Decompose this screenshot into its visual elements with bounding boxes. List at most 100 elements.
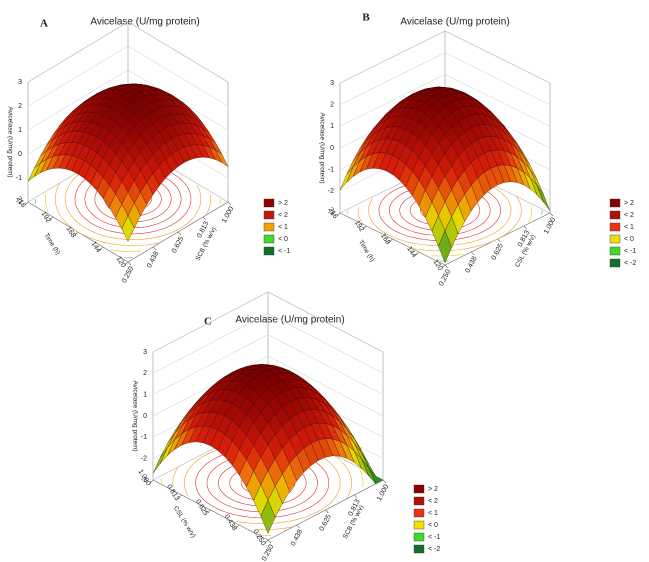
y-tick: [149, 479, 154, 484]
z-tick-label: 2: [143, 370, 147, 377]
x-tick-label: 1.000: [543, 216, 557, 235]
y-axis-title: Time (h): [42, 232, 61, 256]
y-tick-label: 168: [65, 225, 77, 239]
contour: [254, 526, 293, 531]
z-tick-label: -1: [328, 167, 334, 174]
x-tick-label: 0.438: [290, 528, 304, 547]
grid-line: [339, 52, 551, 105]
contour: [528, 206, 533, 223]
y-tick-label: 1.000: [136, 468, 151, 487]
y-axis-title: CSL (% w/v): [172, 505, 197, 539]
surface-patch: [536, 185, 551, 211]
x-tick: [202, 216, 207, 221]
z-tick-label: 3: [18, 79, 22, 86]
legend-label: < 0: [624, 236, 634, 243]
x-tick: [296, 524, 301, 529]
y-tick: [178, 494, 182, 499]
y-tick: [124, 261, 129, 266]
z-tick-label: 0: [18, 151, 22, 158]
surface-panel: B Avicelase (U/mg protein) -3 -2 -1 0 1 2 3 Avice…: [318, 12, 636, 288]
x-tick: [325, 509, 329, 514]
surface-panel: C Avicelase (U/mg protein) -3 -2 -1 0 1 2 3 Avice…: [131, 291, 440, 562]
z-tick-label: -3: [328, 210, 334, 217]
z-tick-label: -2: [141, 456, 147, 463]
grid-line: [339, 74, 551, 127]
y-tick: [363, 225, 367, 230]
y-tick-label: 144: [405, 245, 417, 259]
x-tick: [177, 231, 182, 236]
contour: [325, 449, 353, 500]
panel-label: B: [362, 12, 370, 24]
legend-swatch: [263, 210, 275, 220]
x-tick-label: 0.250: [261, 543, 275, 562]
legend-swatch: [263, 222, 275, 232]
x-tick-label: 0.250: [121, 265, 135, 284]
legend-label: < 0: [428, 522, 438, 529]
surface-patch: [121, 215, 135, 242]
x-tick-label: 0.625: [171, 235, 185, 254]
y-tick: [235, 524, 240, 529]
z-tick-label: 1: [143, 392, 147, 399]
z-tick-label: 3: [330, 80, 334, 87]
x-tick-label: 0.625: [318, 513, 332, 532]
surface-patch: [260, 499, 276, 534]
legend-swatch: [263, 198, 275, 208]
legend-swatch: [413, 496, 425, 506]
y-tick: [207, 509, 211, 514]
y-tick-label: 192: [353, 219, 365, 233]
contour: [205, 194, 212, 216]
x-tick-label: 0.625: [490, 242, 504, 261]
grid-line: [152, 313, 384, 374]
surface-patch: [339, 166, 354, 191]
grid-line: [152, 334, 384, 395]
legend-swatch: [413, 484, 425, 494]
contour: [357, 206, 364, 225]
chart-title: Avicelase (U/mg protein): [235, 315, 344, 326]
z-tick-label: -3: [141, 477, 147, 484]
x-tick: [354, 494, 358, 499]
y-tick: [415, 251, 419, 256]
legend-label: < 0: [278, 236, 288, 243]
grid-line: [27, 21, 229, 83]
grid-line: [152, 291, 384, 353]
z-tick-label: 3: [143, 349, 147, 356]
legend-label: < 2: [624, 212, 634, 219]
legend-swatch: [609, 234, 621, 244]
legend-label: > 2: [428, 486, 438, 493]
x-tick-label: 1.000: [221, 205, 235, 224]
y-tick-label: 168: [379, 232, 391, 246]
z-tick-label: 2: [330, 102, 334, 109]
x-tick: [227, 201, 232, 206]
legend-swatch: [413, 520, 425, 530]
chart-title: Avicelase (U/mg protein): [400, 17, 509, 28]
y-tick: [441, 264, 446, 269]
legend-label: > 2: [278, 200, 288, 207]
legend-swatch: [609, 198, 621, 208]
y-tick-label: 0.625: [194, 498, 209, 517]
z-tick-label: 1: [330, 123, 334, 130]
legend-swatch: [413, 532, 425, 542]
legend-label: < -1: [624, 248, 636, 255]
legend-swatch: [413, 544, 425, 554]
legend-swatch: [609, 258, 621, 268]
y-tick: [336, 212, 341, 217]
z-tick-label: -1: [141, 434, 147, 441]
z-tick-label: 2: [18, 103, 22, 110]
grid-line: [339, 30, 551, 84]
legend-label: < 1: [624, 224, 634, 231]
z-tick-label: -1: [16, 175, 22, 182]
z-tick-label: -2: [16, 199, 22, 206]
z-axis-title: Avicelase (U/mg protein): [6, 106, 13, 177]
y-axis-title: Time (h): [357, 239, 376, 263]
legend-label: < -1: [428, 534, 440, 541]
x-tick: [152, 246, 157, 251]
y-tick: [264, 539, 269, 544]
grid-line: [152, 355, 384, 417]
y-tick-label: 144: [90, 240, 102, 254]
legend-label: > 2: [624, 200, 634, 207]
y-tick-label: 192: [40, 210, 52, 224]
x-tick: [382, 479, 387, 484]
y-tick-label: 120: [432, 258, 444, 272]
grid-line: [27, 45, 229, 107]
